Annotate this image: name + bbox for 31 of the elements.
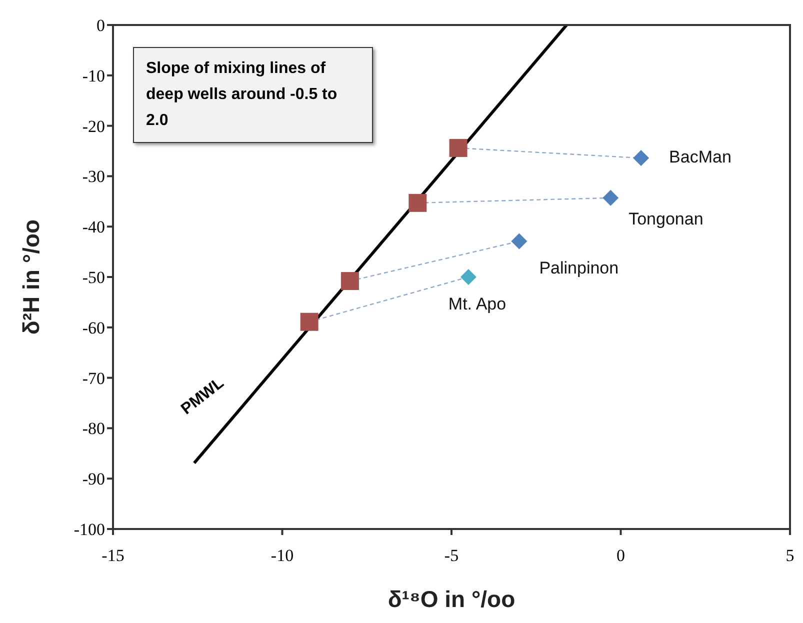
point [408, 194, 427, 212]
y-tick-label: -50 [82, 268, 105, 288]
x-tick-label: -15 [102, 546, 124, 566]
point [460, 269, 476, 285]
y-tick-label: -30 [82, 167, 105, 186]
y-tick-label: -10 [82, 66, 105, 86]
point [511, 233, 528, 250]
x-tick-label: 0 [616, 546, 625, 566]
y-tick-label: -90 [82, 470, 105, 489]
point [602, 190, 619, 206]
y-tick-label: -100 [74, 520, 105, 540]
annotation: Mt. Apo [448, 294, 506, 314]
y-tick-label: -80 [82, 419, 105, 438]
x-tick-label: -10 [270, 546, 294, 566]
point [300, 312, 318, 331]
y-tick-label: -20 [82, 116, 105, 136]
x-tick-label: 5 [786, 546, 794, 566]
y-tick-label: -60 [82, 318, 105, 338]
x-tick-label: -5 [444, 546, 459, 566]
point [449, 138, 468, 157]
annotation: Tongonan [628, 209, 704, 228]
x-axis-title: δ¹⁸O in °/oo [388, 586, 516, 612]
y-tick-label: -40 [82, 218, 105, 237]
y-axis-title: δ²H in °/oo [18, 219, 44, 335]
annotation: Slope of mixing lines of deep wells around -0.5 to 2.0 [133, 47, 373, 143]
point [633, 150, 650, 166]
y-tick-label: 0 [96, 16, 105, 36]
point [340, 272, 359, 290]
annotation: BacMan [669, 148, 732, 167]
annotation: Palinpinon [539, 258, 619, 278]
y-tick-label: -70 [82, 368, 105, 388]
